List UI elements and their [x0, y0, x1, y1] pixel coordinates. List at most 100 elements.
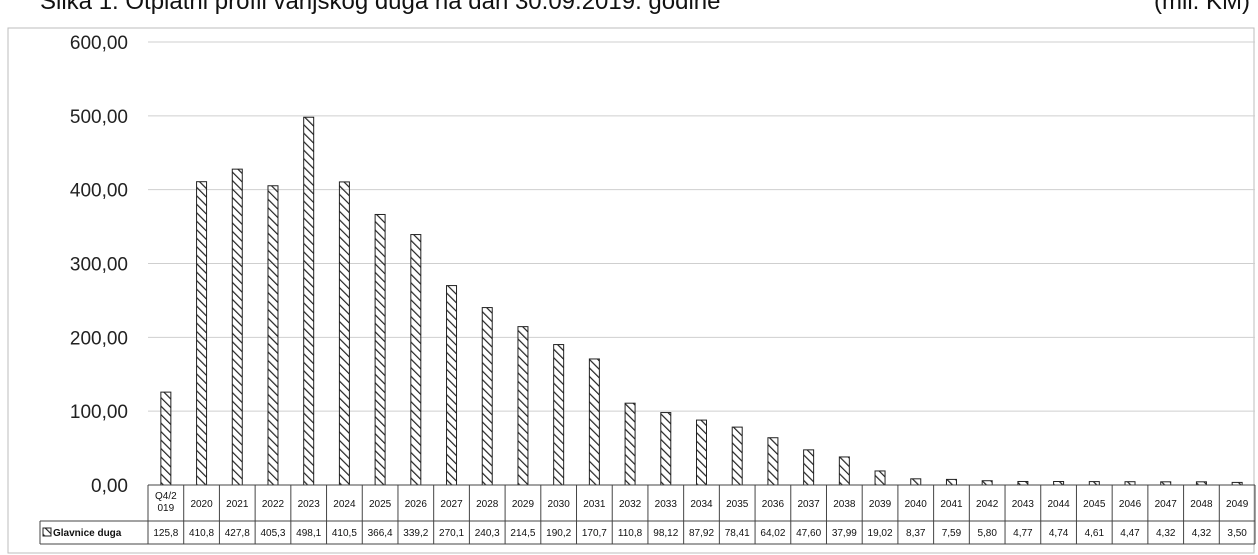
data-table-value: 240,3	[475, 528, 500, 539]
x-tick-label: 2035	[726, 499, 749, 510]
x-tick-label: 2038	[833, 499, 856, 510]
bar	[945, 478, 957, 486]
data-table-value: 19,02	[868, 528, 893, 539]
data-table-value: 214,5	[510, 528, 535, 539]
x-tick-label: Q4/2 019	[155, 491, 177, 514]
data-table-value: 427,8	[225, 528, 250, 539]
x-tick-label: 2034	[690, 499, 713, 510]
bar	[481, 307, 493, 486]
data-table-value: 410,8	[189, 528, 214, 539]
x-tick-label: 2042	[976, 499, 999, 510]
bar	[1017, 480, 1029, 486]
data-table-value: 270,1	[439, 528, 464, 539]
data-table-value: 4,77	[1013, 528, 1033, 539]
y-tick-label: 100,00	[70, 402, 128, 423]
data-table-value: 4,61	[1085, 528, 1105, 539]
x-tick-label: 2036	[762, 499, 785, 510]
bar	[660, 412, 672, 486]
bar	[696, 419, 707, 486]
x-tick-label: 2031	[583, 499, 606, 510]
x-tick-label: 2037	[798, 499, 821, 510]
data-table-value: 64,02	[760, 528, 785, 539]
bar	[338, 181, 350, 486]
data-table-value: 98,12	[653, 528, 678, 539]
data-table-value: 87,92	[689, 528, 714, 539]
x-tick-label: 2024	[333, 499, 356, 510]
data-table-value: 47,60	[796, 528, 821, 539]
data-table-value: 4,47	[1120, 528, 1140, 539]
bar	[1053, 481, 1065, 486]
bar	[446, 285, 458, 486]
x-tick-label: 2020	[190, 499, 213, 510]
x-tick-label: 2025	[369, 499, 392, 510]
x-tick-label: 2033	[655, 499, 678, 510]
bar	[267, 185, 279, 486]
bar	[624, 402, 636, 486]
bar	[553, 344, 565, 486]
x-tick-label: 2032	[619, 499, 642, 510]
bar	[981, 480, 993, 486]
x-tick-label: 2023	[298, 499, 321, 510]
data-table-value: 37,99	[832, 528, 857, 539]
x-tick-label: 2022	[262, 499, 285, 510]
bar	[731, 426, 743, 486]
x-tick-label: 2041	[940, 499, 963, 510]
chart-title: Slika 1. Otplatni profil vanjskog duga n…	[40, 0, 721, 15]
y-tick-label: 500,00	[70, 107, 128, 128]
x-tick-label: 2040	[905, 499, 928, 510]
data-table-value: 498,1	[296, 528, 321, 539]
y-tick-label: 600,00	[70, 33, 128, 54]
legend-series-name: Glavnice duga	[53, 528, 122, 539]
data-table-value: 7,59	[942, 528, 962, 539]
y-tick-label: 400,00	[70, 181, 128, 202]
bar	[803, 449, 815, 486]
legend-key	[42, 527, 52, 537]
data-table-value: 170,7	[582, 528, 607, 539]
bar	[160, 391, 172, 486]
data-table-value: 110,8	[618, 528, 643, 539]
data-table-value: 125,8	[153, 528, 178, 539]
bar	[874, 470, 886, 486]
data-table-value: 5,80	[977, 528, 997, 539]
title-row: Slika 1. Otplatni profil vanjskog duga n…	[40, 0, 1250, 18]
x-tick-label: 2029	[512, 499, 535, 510]
x-tick-label: 2043	[1012, 499, 1035, 510]
y-tick-label: 300,00	[70, 255, 128, 276]
data-table-value: 366,4	[368, 528, 393, 539]
bar	[838, 456, 850, 486]
x-tick-label: 2030	[548, 499, 571, 510]
bar	[303, 116, 315, 486]
x-tick-label: 2045	[1083, 499, 1106, 510]
x-tick-label: 2027	[440, 499, 463, 510]
data-table-value: 4,32	[1156, 528, 1176, 539]
data-table-value: 405,3	[260, 528, 285, 539]
x-tick-label: 2047	[1155, 499, 1178, 510]
data-table-value: 78,41	[725, 528, 750, 539]
bar	[588, 358, 600, 486]
bar	[910, 478, 922, 486]
bar	[1088, 481, 1100, 486]
x-tick-label: 2021	[226, 499, 249, 510]
y-tick-label: 200,00	[70, 328, 128, 349]
data-table-value: 4,32	[1192, 528, 1212, 539]
data-table-value: 4,74	[1049, 528, 1069, 539]
x-tick-label: 2026	[405, 499, 428, 510]
unit-label: (mil. KM)	[1154, 0, 1250, 15]
bar	[517, 326, 529, 486]
data-table-value: 8,37	[906, 528, 926, 539]
x-tick-label: 2049	[1226, 499, 1249, 510]
data-table-value: 339,2	[403, 528, 428, 539]
x-tick-label: 2046	[1119, 499, 1142, 510]
data-table-value: 410,5	[332, 528, 357, 539]
x-tick-label: 2044	[1047, 499, 1070, 510]
x-tick-label: 2039	[869, 499, 892, 510]
bar	[410, 234, 422, 486]
bar	[196, 181, 208, 486]
data-table-value: 3,50	[1227, 528, 1247, 539]
bar	[767, 437, 779, 486]
bar	[231, 168, 243, 486]
data-table-value: 190,2	[546, 528, 571, 539]
x-tick-label: 2028	[476, 499, 499, 510]
y-tick-label: 0,00	[91, 476, 128, 497]
